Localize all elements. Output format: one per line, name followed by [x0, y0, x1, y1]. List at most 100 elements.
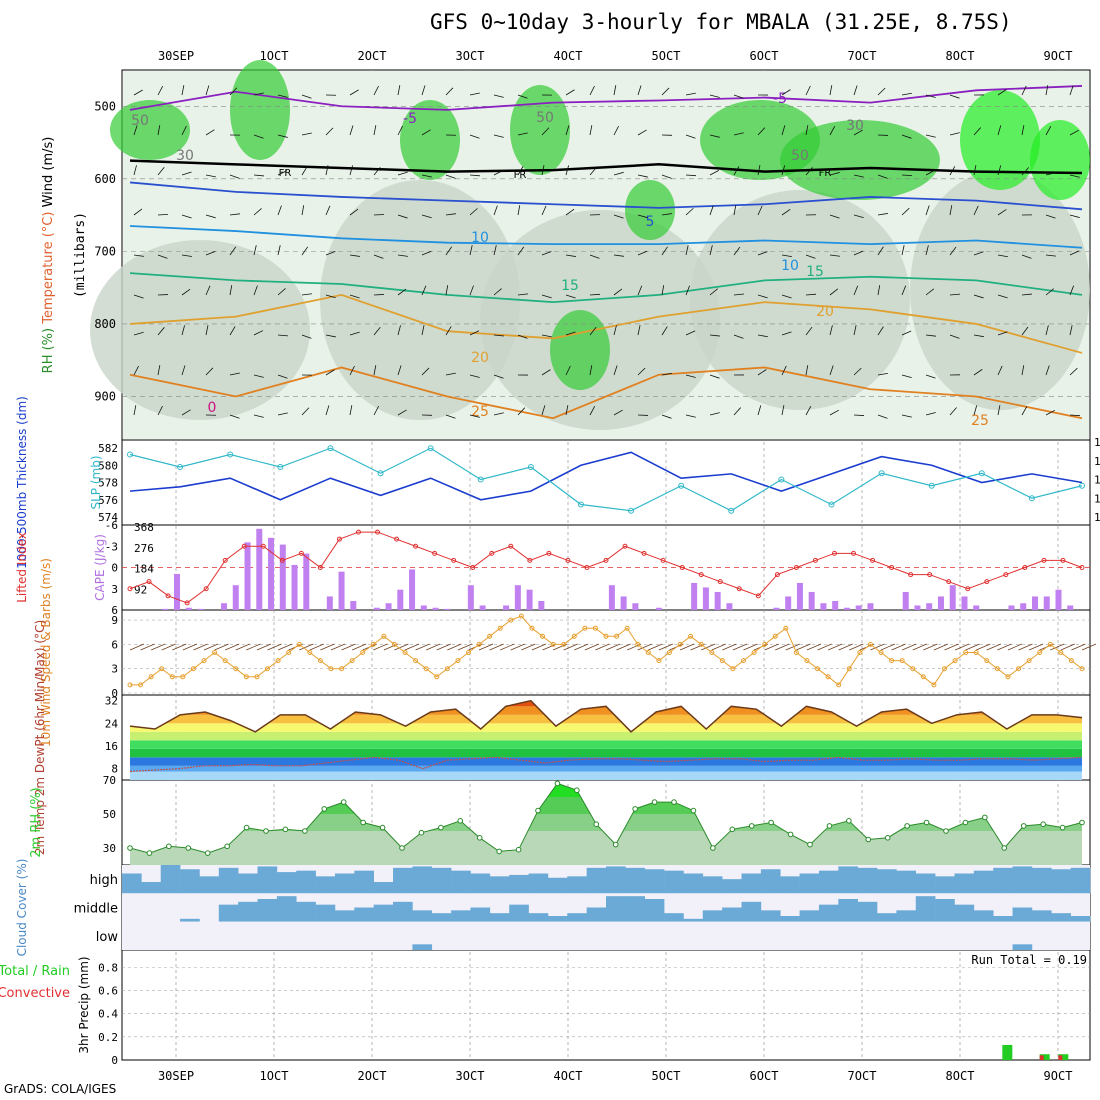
- wind-barb: [925, 412, 936, 416]
- wind-barb: [229, 87, 238, 96]
- wind-barb: [469, 374, 480, 378]
- wind-barb: [997, 125, 1002, 136]
- wind10m-point: [328, 666, 334, 672]
- wind-barb: [373, 294, 385, 296]
- cloud-bar-high: [141, 882, 162, 894]
- li-point: [679, 565, 685, 570]
- top-date-label: 6OCT: [750, 49, 779, 63]
- cloud-bar-high: [722, 879, 742, 894]
- cloud-bar-middle: [218, 904, 239, 922]
- wind-barb: [829, 365, 834, 376]
- cape-bar: [538, 600, 545, 610]
- wind-barb: [565, 365, 571, 376]
- cape-bar: [185, 607, 192, 610]
- wind10m-point: [423, 666, 429, 672]
- wind-barb: [877, 213, 888, 216]
- wind10m-barb: [182, 643, 198, 651]
- wind10m-point: [159, 666, 165, 672]
- isotherm--5: [129, 85, 1083, 111]
- precip-legend-total: Total / Rain: [0, 964, 70, 979]
- li-point: [908, 572, 914, 578]
- contour-label: 10: [471, 230, 489, 246]
- panel-frame-precip: [121, 949, 1091, 1061]
- cloud-bar-middle: [393, 901, 413, 922]
- li-ytick: -6: [105, 519, 118, 532]
- cape-bar: [420, 605, 427, 610]
- li-point: [203, 586, 209, 592]
- wind-barb: [517, 132, 528, 136]
- li-point: [165, 593, 171, 599]
- li-point: [546, 550, 552, 556]
- wind-barb: [157, 365, 161, 376]
- top-date-label: 4OCT: [554, 49, 583, 63]
- wind10m-barb: [891, 643, 906, 651]
- wind-barb: [685, 134, 696, 139]
- wind-barb: [1069, 414, 1081, 417]
- cape-bar: [326, 596, 333, 610]
- wind-barb: [853, 285, 859, 296]
- wind10m-barb: [679, 643, 695, 651]
- slp-ytick: 1014: [1094, 455, 1100, 468]
- run-total: Run Total = 0.19: [971, 953, 1087, 967]
- cloud-bar-middle: [412, 910, 433, 922]
- wind-barb: [493, 412, 504, 416]
- cape-ytick: 276: [134, 542, 154, 555]
- wind10m-barb: [394, 643, 409, 651]
- wind10m-point: [857, 650, 863, 655]
- wind-barb: [781, 89, 791, 96]
- li-point: [146, 579, 152, 585]
- wind10m-point: [582, 625, 588, 631]
- wind10m-point: [413, 658, 419, 664]
- wind10m-point: [815, 666, 821, 672]
- li-point: [527, 557, 533, 563]
- wind-barb: [205, 251, 216, 256]
- wind10m-point: [138, 682, 144, 688]
- wind-barb: [973, 334, 984, 338]
- wind-barb: [733, 94, 744, 99]
- cloud-bar-middle: [973, 910, 994, 922]
- contour-label: FR: [514, 170, 527, 181]
- cloud-row-label: high: [90, 873, 118, 888]
- cape-bar: [514, 585, 521, 610]
- wind-barb: [277, 334, 288, 337]
- contour-label: 0: [208, 400, 217, 416]
- contour-label: -5: [403, 111, 417, 127]
- wind-barb: [829, 409, 839, 416]
- wind-barb: [997, 254, 1008, 258]
- wind-barb: [157, 405, 163, 416]
- li-point: [584, 565, 590, 570]
- wind-barb: [397, 85, 401, 96]
- li-point: [394, 536, 400, 542]
- wind-barb: [781, 405, 785, 416]
- cloud-bar-middle: [1012, 907, 1033, 922]
- wind-barb: [781, 165, 786, 176]
- wind10m-point: [540, 633, 546, 639]
- profile-ytick: 700: [94, 244, 116, 258]
- isotherm-15: [129, 272, 1083, 304]
- precip-ytick: 0.4: [98, 1008, 118, 1021]
- wind-barb: [325, 294, 336, 299]
- cloud-bar-high: [122, 873, 142, 894]
- rh2m-point: [438, 824, 444, 831]
- wind-barb: [709, 205, 714, 216]
- wind-barb: [901, 245, 905, 256]
- rh2m-point: [321, 806, 328, 812]
- wind-barb: [181, 85, 185, 96]
- cloud-bar-middle: [741, 901, 762, 922]
- wind-barb: [373, 254, 384, 259]
- temp-band: [130, 714, 1082, 724]
- wind-barb: [1021, 406, 1028, 416]
- slp-point: [177, 464, 184, 470]
- cloud-bar-middle: [354, 907, 374, 922]
- wind-barb: [133, 365, 139, 376]
- wind10m-point: [635, 641, 641, 647]
- wind10m-barb: [616, 643, 631, 651]
- wind-barb: [949, 407, 957, 416]
- wind10m-barb: [1028, 643, 1044, 651]
- cloud-bar-high: [973, 870, 994, 894]
- wind-barb: [565, 125, 570, 136]
- wind10m-point: [878, 650, 884, 655]
- rh2m-point: [340, 799, 347, 805]
- cloud-bar-middle: [857, 901, 878, 922]
- wind-barb: [373, 326, 381, 336]
